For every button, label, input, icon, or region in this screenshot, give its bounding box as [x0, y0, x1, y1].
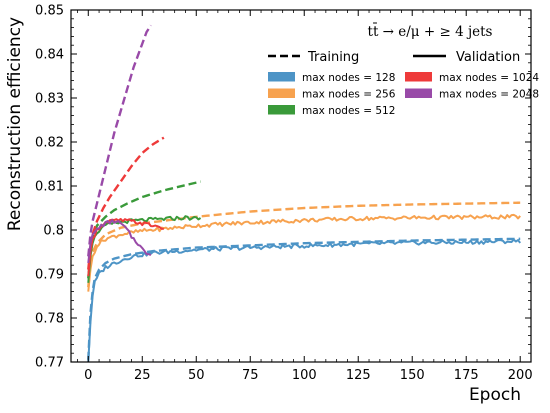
legend-2048-swatch: [405, 88, 432, 98]
x-tick-label: 75: [242, 368, 259, 383]
legend-2048-label: max nodes = 2048: [439, 89, 539, 101]
series-128-training-line: [87, 237, 521, 360]
x-tick-label: 125: [346, 368, 371, 383]
x-tick-label: 175: [454, 368, 479, 383]
series-2048-validation-line: [87, 219, 152, 264]
legend-validation-label: Validation: [456, 50, 520, 65]
series-clip-group: [87, 24, 521, 362]
y-tick-label: 0.79: [35, 268, 64, 283]
y-tick-label: 0.83: [35, 92, 64, 107]
series-512-validation-line: [87, 215, 202, 283]
series-256-validation-line: [87, 213, 521, 292]
series-layer: [87, 24, 521, 362]
y-tick-label: 0.77: [35, 356, 64, 371]
y-tick-label: 0.81: [35, 180, 64, 195]
x-axis-title: Epoch: [469, 385, 521, 405]
y-tick-label: 0.78: [35, 312, 64, 327]
legend-1024-label: max nodes = 1024: [439, 72, 539, 84]
y-axis-title: Reconstruction efficiency: [5, 17, 25, 231]
legend-512-label: max nodes = 512: [302, 105, 395, 117]
series-512-training-line: [87, 180, 201, 279]
series-256-training-line: [87, 201, 521, 288]
x-tick-label: 0: [84, 368, 92, 383]
axes-layer: 0 25 50 75 100 125 150 175 200 0.77 0.78 0.79 0.8 0.8…: [35, 4, 533, 384]
x-tick-label: 100: [292, 368, 317, 383]
legend-training-label: Training: [307, 50, 359, 65]
y-tick-label: 0.8: [43, 224, 64, 239]
legend-128-swatch: [268, 72, 295, 82]
legend-256-label: max nodes = 256: [302, 89, 396, 101]
legend-512-swatch: [268, 105, 295, 115]
legend-256-swatch: [268, 88, 295, 98]
x-tick-label: 150: [400, 368, 425, 383]
y-tick-label: 0.85: [35, 4, 64, 19]
y-tick-label: 0.84: [35, 48, 64, 63]
x-tick-label: 50: [188, 368, 205, 383]
legend-1024-swatch: [405, 72, 432, 82]
legend-title: tt̄ → e/μ + ≥ 4 jets: [368, 23, 493, 40]
series-2048-training-line: [87, 24, 152, 257]
legend: tt̄ → e/μ + ≥ 4 jets Training Validation ma…: [268, 23, 539, 117]
legend-128-label: max nodes = 128: [302, 72, 395, 84]
y-tick-label: 0.82: [35, 136, 64, 151]
x-tick-label: 200: [508, 368, 533, 383]
series-128-validation-line: [87, 238, 521, 362]
x-tick-label: 25: [134, 368, 151, 383]
